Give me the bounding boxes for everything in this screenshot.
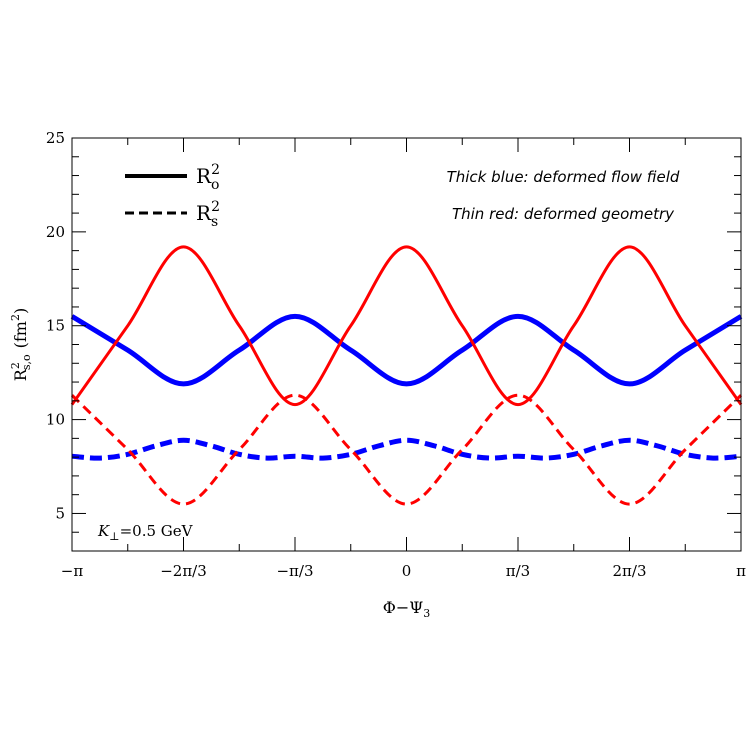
- legend-label-rs2-sup: 2: [211, 199, 220, 215]
- annotation-geometry: Thin red: deformed geometry: [452, 205, 675, 223]
- ticks-layer: −π −2π/3 −π/3 0 π/3 2π/3 π 5 10 15 20 25: [46, 129, 746, 580]
- y-tick-label: 20: [46, 223, 65, 241]
- x-tick-label: 0: [402, 562, 412, 580]
- legend-label-rs2-sub: s: [211, 214, 218, 230]
- y-tick-label: 10: [46, 411, 65, 429]
- legend-label-rs2-main: R: [196, 201, 212, 225]
- x-tick-label: 2π/3: [613, 562, 647, 580]
- legend-label-rs2: R2 s: [196, 199, 220, 230]
- legend-label-ro2-sup: 2: [211, 162, 220, 178]
- y-tick-label: 25: [46, 129, 65, 147]
- legend-label-ro2-main: R: [196, 164, 212, 188]
- x-axis-title-main: Φ−Ψ: [383, 598, 424, 617]
- y-tick-label: 15: [46, 317, 65, 335]
- y-axis-title-sub: s,o: [20, 354, 33, 370]
- x-axis-title-sub: 3: [423, 607, 430, 620]
- x-tick-label: −2π/3: [160, 562, 207, 580]
- momentum-label-sub: ⊥: [109, 530, 119, 543]
- y-axis-title-unit: (fm: [11, 321, 30, 348]
- series-line-2: [71, 437, 742, 461]
- y-axis-title-unit-close: ): [11, 308, 30, 314]
- x-axis-title: Φ−Ψ3: [383, 598, 431, 620]
- series-line-0: [70, 313, 743, 387]
- plot-frame: [71, 137, 742, 552]
- series-line-3: [70, 393, 743, 506]
- momentum-label-value: =0.5 GeV: [120, 522, 194, 540]
- y-axis-title-main: R: [11, 368, 30, 381]
- legend-label-ro2-sub: o: [211, 177, 219, 193]
- legend: R2 o R2 s: [125, 162, 220, 230]
- x-tick-label: −π/3: [276, 562, 313, 580]
- y-axis-title-unit-sup: 2: [9, 314, 22, 321]
- x-tick-label: π: [736, 562, 746, 580]
- x-tick-label: −π: [61, 562, 84, 580]
- x-tick-label: π/3: [506, 562, 530, 580]
- series-line-1: [70, 245, 743, 407]
- series-layer: [70, 245, 743, 506]
- y-axis-title: R2s,o(fm2): [9, 308, 33, 381]
- annotation-flow-field: Thick blue: deformed flow field: [447, 168, 680, 186]
- y-axis-title-sup: 2: [9, 362, 22, 369]
- y-tick-label: 5: [55, 504, 65, 522]
- momentum-label: K⊥=0.5 GeV: [97, 522, 194, 543]
- momentum-label-var: K: [97, 522, 110, 540]
- legend-label-ro2: R2 o: [196, 162, 220, 193]
